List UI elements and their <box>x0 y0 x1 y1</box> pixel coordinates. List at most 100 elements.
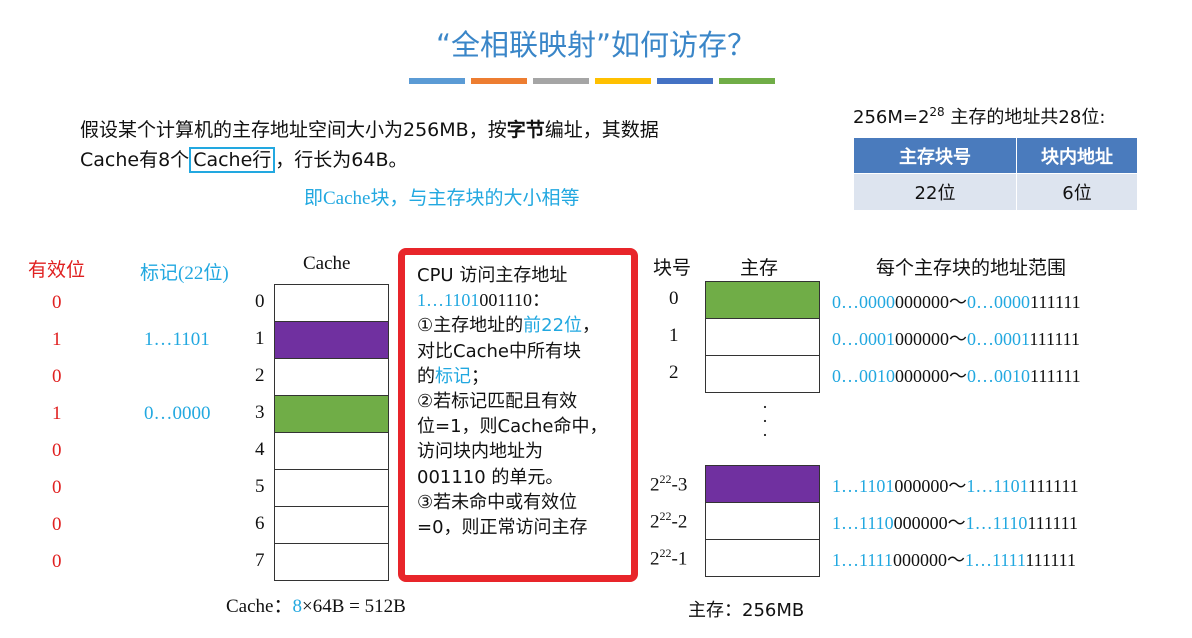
memory-block <box>705 355 820 393</box>
range-start-offset: 000000 <box>895 292 949 312</box>
block-number-exponent: 22 <box>659 546 672 560</box>
cpu-address-offset: 001110： <box>479 290 551 311</box>
block-number-base: 2 <box>650 474 660 496</box>
cache-line-index: 3 <box>255 402 265 423</box>
decoration-bar <box>409 78 465 84</box>
cache-tag: 0…0000 <box>144 403 211 424</box>
cpu-access-procedure: CPU 访问主存地址 1…1101001110： ①主存地址的前22位， 对比C… <box>398 248 638 582</box>
cpu-line-3c: ， <box>582 315 601 337</box>
range-separator: ～ <box>948 476 967 496</box>
cache-size-caption: Cache：8×64B = 512B <box>226 591 406 618</box>
cpu-line-7: 位=1，则Cache命中， <box>417 416 608 438</box>
address-info-suffix: 主存的地址共28位: <box>944 107 1106 128</box>
cache-line <box>274 469 389 507</box>
cache-block-note: 即Cache块，与主存块的大小相等 <box>304 188 580 209</box>
block-number-base: 1 <box>669 325 679 346</box>
main-memory-header: 主存 <box>740 258 779 279</box>
valid-bit: 1 <box>52 329 62 350</box>
header-block-offset: 块内地址 <box>1016 137 1138 174</box>
cpu-line-10: ③若未命中或有效位 <box>417 491 578 513</box>
range-end-tag: 1…1111 <box>965 550 1026 570</box>
memory-block-number: 0 <box>669 288 679 310</box>
range-separator: ～ <box>947 550 965 570</box>
address-info-exponent: 28 <box>929 105 945 119</box>
memory-size-caption: 主存：256MB <box>688 600 805 621</box>
problem-statement: 假设某个计算机的主存地址空间大小为256MB，按字节编址，其数据Cache有8个… <box>80 115 680 175</box>
decoration-bar <box>595 78 651 84</box>
cpu-line-6: ②若标记匹配且有效 <box>417 391 578 413</box>
memory-block-number: 222-1 <box>650 546 687 570</box>
cpu-line-4: 对比Cache中所有块 <box>417 340 581 362</box>
block-offset-bits: 6位 <box>1016 173 1138 211</box>
range-end-offset: 111111 <box>1030 292 1081 312</box>
range-end-tag: 0…0001 <box>967 329 1030 349</box>
decoration-bar <box>719 78 775 84</box>
block-address-range: 1…1101000000～1…1101111111 <box>832 472 1079 498</box>
cache-line <box>274 358 389 396</box>
ellipsis-dots: · · · <box>762 397 768 445</box>
cpu-line-5: 的标记； <box>417 364 623 389</box>
valid-bit: 0 <box>52 440 62 461</box>
address-info-prefix: 256M=2 <box>853 107 930 128</box>
decoration-bar <box>657 78 713 84</box>
block-number-suffix: -3 <box>671 474 688 496</box>
range-separator: ～ <box>949 366 967 386</box>
cpu-line-8: 访问块内地址为 <box>417 441 543 463</box>
range-start-offset: 000000 <box>895 329 949 349</box>
cpu-line-9: 001110 的单元。 <box>417 466 564 488</box>
cpu-line-1: CPU 访问主存地址 <box>417 265 568 286</box>
range-start-tag: 1…1111 <box>832 550 893 570</box>
cpu-line-5b: 标记 <box>435 365 471 387</box>
range-end-offset: 111111 <box>1030 366 1081 386</box>
address-format-table: 主存块号 块内地址 22位 6位 <box>853 137 1138 211</box>
cache-line-index: 4 <box>255 439 265 460</box>
memory-block-number: 222-3 <box>650 472 687 496</box>
range-end-offset: 111111 <box>1025 550 1076 570</box>
block-address-range: 0…0000000000～0…0000111111 <box>832 288 1081 314</box>
range-separator: ～ <box>947 513 966 533</box>
block-number-bits: 22位 <box>853 173 1017 211</box>
intro-text-1: 假设某个计算机的主存地址空间大小为256MB，按 <box>80 119 507 141</box>
cache-caption-prefix: Cache： <box>226 596 293 617</box>
block-address-range: 1…1111000000～1…1111111111 <box>832 546 1076 572</box>
memory-block <box>705 465 820 503</box>
memory-block-number: 2 <box>669 362 679 384</box>
range-end-tag: 0…0000 <box>967 292 1030 312</box>
cache-line-index: 2 <box>255 365 265 386</box>
range-separator: ～ <box>949 292 967 312</box>
header-block-number: 主存块号 <box>853 137 1017 174</box>
cache-line <box>274 432 389 470</box>
range-end-offset: 111111 <box>1029 329 1080 349</box>
block-address-range: 0…0001000000～0…0001111111 <box>832 325 1080 351</box>
page-title: “全相联映射”如何访存？ <box>435 28 757 62</box>
range-end-tag: 0…0010 <box>967 366 1030 386</box>
cpu-line-5c: ； <box>471 365 489 387</box>
valid-bit: 0 <box>52 292 62 313</box>
address-range-header: 每个主存块的地址范围 <box>876 258 1067 279</box>
intro-text-3: ，行长为64B。 <box>275 149 408 171</box>
range-separator: ～ <box>949 329 967 349</box>
cache-line-index: 6 <box>255 513 265 534</box>
intro-bold: 字节 <box>506 119 545 141</box>
valid-bit-header: 有效位 <box>28 260 86 281</box>
block-address-range: 1…1110000000～1…1110111111 <box>832 509 1078 535</box>
cache-tag: 1…1101 <box>144 329 210 350</box>
cache-line-index: 7 <box>255 550 265 571</box>
range-start-tag: 1…1110 <box>832 513 894 533</box>
memory-block-number: 1 <box>669 325 679 347</box>
tag-header: 标记(22位) <box>140 263 229 284</box>
block-number-base: 2 <box>669 362 679 383</box>
range-start-offset: 000000 <box>893 513 948 533</box>
address-info: 256M=228 主存的地址共28位: <box>853 103 1105 129</box>
cpu-line-3: ①主存地址的前22位， <box>417 313 623 338</box>
range-start-tag: 1…1101 <box>832 476 895 496</box>
cache-line <box>274 543 389 581</box>
cache-caption-rest: ×64B = 512B <box>301 596 406 617</box>
block-number-base: 2 <box>650 511 660 533</box>
decoration-bar <box>533 78 589 84</box>
valid-bit: 0 <box>52 514 62 535</box>
cache-line <box>274 395 389 433</box>
valid-bit: 0 <box>52 366 62 387</box>
memory-block-number: 222-2 <box>650 509 687 533</box>
intro-text-2: 编址，其数据Cache有8个 <box>80 119 659 171</box>
